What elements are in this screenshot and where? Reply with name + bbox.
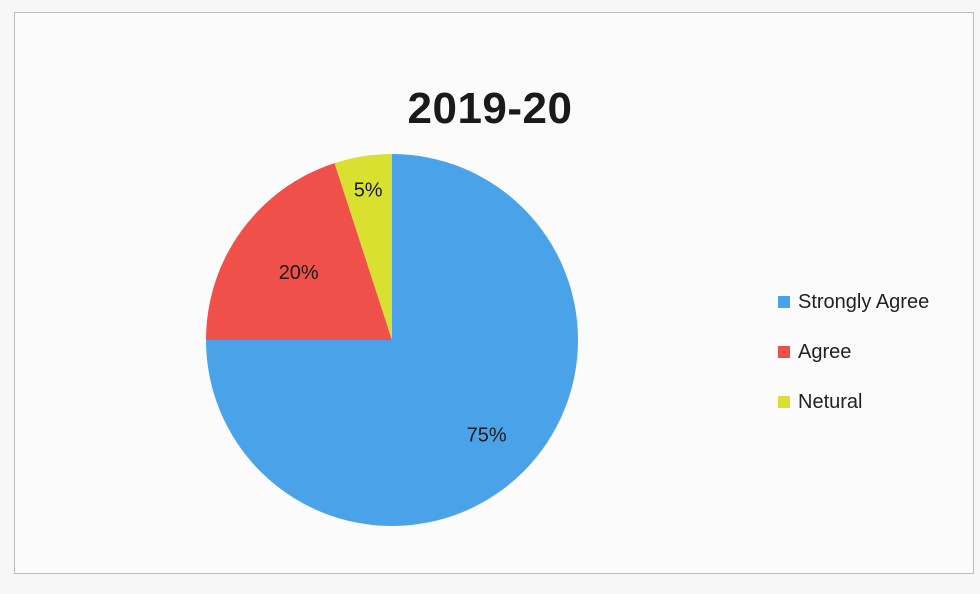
legend-item-agree: Agree xyxy=(778,338,929,366)
pie-slice-agree xyxy=(206,163,392,340)
chart-title: 2019-20 xyxy=(407,84,573,133)
pie-slice-netural xyxy=(334,154,392,340)
legend-item-strongly-agree: Strongly Agree xyxy=(778,288,929,316)
data-label-strongly-agree: 75% xyxy=(467,425,507,447)
legend-swatch-strongly-agree xyxy=(778,296,790,308)
legend-label-netural: Netural xyxy=(798,390,863,413)
legend-item-netural: Netural xyxy=(778,388,929,416)
data-label-agree: 20% xyxy=(279,262,319,284)
legend-swatch-netural xyxy=(778,396,790,408)
legend-label-agree: Agree xyxy=(798,340,852,363)
legend-label-strongly-agree: Strongly Agree xyxy=(798,290,930,313)
legend-swatch-agree xyxy=(778,346,790,358)
legend: Strongly Agree Agree Netural xyxy=(778,288,929,438)
data-label-netural: 5% xyxy=(354,179,383,201)
